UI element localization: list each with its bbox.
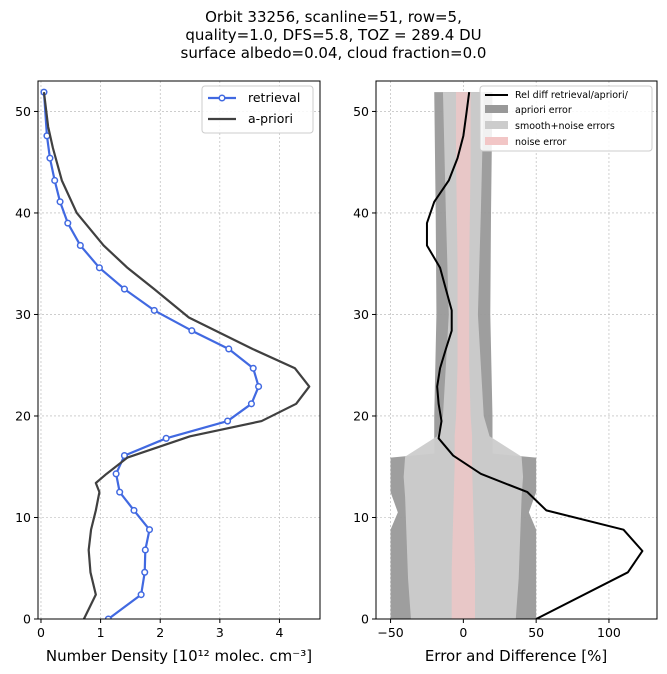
series-point-retrieval xyxy=(130,506,138,514)
series-point-retrieval xyxy=(76,241,84,249)
error-y-tick-label: 40 xyxy=(353,205,369,220)
legend-retrieval-marker xyxy=(218,94,226,102)
error-bands xyxy=(390,92,537,619)
series-point-retrieval xyxy=(255,382,263,391)
series-point-retrieval xyxy=(249,364,257,372)
density-y-tick-label: 20 xyxy=(15,408,31,423)
series-point-retrieval xyxy=(141,568,149,576)
legend-noise-error-label: noise error xyxy=(515,137,566,148)
density-x-tick-label: 1 xyxy=(97,625,105,640)
series-point-retrieval xyxy=(120,285,128,293)
error-panel: −50 0 50 100 0 10 20 30 40 50 Error and Differen… xyxy=(353,80,658,665)
error-y-tick-label: 30 xyxy=(353,307,369,322)
series-point-retrieval xyxy=(188,327,196,335)
error-y-tick-label: 50 xyxy=(353,104,369,119)
density-y-tick-label: 40 xyxy=(15,205,31,220)
series-point-retrieval xyxy=(137,591,145,599)
density-x-tick-label: 4 xyxy=(275,625,283,640)
error-y-tick-label: 10 xyxy=(353,510,369,525)
series-point-retrieval xyxy=(150,306,158,314)
density-y-ticks: 0 10 20 30 40 50 xyxy=(15,104,38,627)
series-point-retrieval xyxy=(225,345,233,353)
series-point-retrieval xyxy=(162,434,170,442)
legend-apriori-error-swatch xyxy=(485,105,508,113)
figure-title-line-3: surface albedo=0.04, cloud fraction=0.0 xyxy=(181,44,487,62)
error-y-ticks: 0 10 20 30 40 50 xyxy=(353,104,376,627)
legend-noise-error-swatch xyxy=(485,137,508,145)
error-axes-frame xyxy=(375,80,658,620)
series-point-retrieval xyxy=(116,488,124,496)
error-x-tick-label: 100 xyxy=(597,625,621,640)
series-point-retrieval xyxy=(120,452,128,460)
density-legend: retrieval a-priori xyxy=(201,85,314,134)
density-x-tick-label: 2 xyxy=(156,625,164,640)
density-x-ticks: 0 1 2 3 4 xyxy=(37,619,283,640)
series-point-retrieval xyxy=(51,176,59,185)
series-point-retrieval xyxy=(56,198,64,206)
series-point-retrieval xyxy=(141,546,149,554)
series-line-rel-diff-retrieval-apriori xyxy=(425,92,644,619)
series-point-retrieval xyxy=(247,400,255,408)
density-x-tick-label: 3 xyxy=(216,625,224,640)
density-x-tick-label: 0 xyxy=(37,625,45,640)
density-x-axis-label: Number Density [10¹² molec. cm⁻³] xyxy=(46,647,312,665)
legend-retrieval-label: retrieval xyxy=(248,90,300,105)
figure-title-line-2: quality=1.0, DFS=5.8, TOZ = 289.4 DU xyxy=(185,26,481,44)
series-point-retrieval xyxy=(46,154,54,162)
density-axes-frame xyxy=(37,80,321,620)
figure-title-line-1: Orbit 33256, scanline=51, row=5, xyxy=(205,8,462,26)
band-noise-error xyxy=(451,92,476,619)
error-x-ticks: −50 0 50 100 xyxy=(377,619,621,640)
error-series xyxy=(425,92,644,619)
series-point-retrieval xyxy=(95,264,103,272)
legend-smooth-noise-swatch xyxy=(485,121,508,129)
error-x-tick-label: −50 xyxy=(377,625,403,640)
error-y-tick-label: 20 xyxy=(353,408,369,423)
series-point-retrieval xyxy=(104,615,112,619)
series-point-retrieval xyxy=(64,219,72,227)
error-x-axis-label: Error and Difference [%] xyxy=(425,647,607,665)
legend-reldiff-label: Rel diff retrieval/apriori/ xyxy=(515,90,629,101)
series-line-a-priori xyxy=(42,92,311,619)
series-point-retrieval xyxy=(112,470,120,478)
error-x-tick-label: 50 xyxy=(528,625,544,640)
legend-smooth-noise-label: smooth+noise errors xyxy=(515,121,615,132)
series-point-retrieval xyxy=(145,526,154,534)
error-x-tick-label: 0 xyxy=(459,625,467,640)
density-grid xyxy=(38,81,320,620)
series-point-retrieval xyxy=(224,417,232,425)
error-y-tick-label: 0 xyxy=(361,612,369,627)
legend-apriori-error-label: apriori error xyxy=(515,105,572,116)
density-y-tick-label: 30 xyxy=(15,307,31,322)
density-y-tick-label: 50 xyxy=(15,104,31,119)
density-y-tick-label: 10 xyxy=(15,510,31,525)
error-legend: Rel diff retrieval/apriori/ apriori erro… xyxy=(479,85,653,152)
density-y-tick-label: 0 xyxy=(23,612,31,627)
error-legend-box xyxy=(479,85,653,152)
series-line-retrieval xyxy=(42,92,260,619)
density-panel: 0 1 2 3 4 0 10 20 30 40 50 Number Density [10¹² m… xyxy=(15,80,321,665)
density-series xyxy=(40,88,311,619)
legend-apriori-label: a-priori xyxy=(248,111,293,126)
